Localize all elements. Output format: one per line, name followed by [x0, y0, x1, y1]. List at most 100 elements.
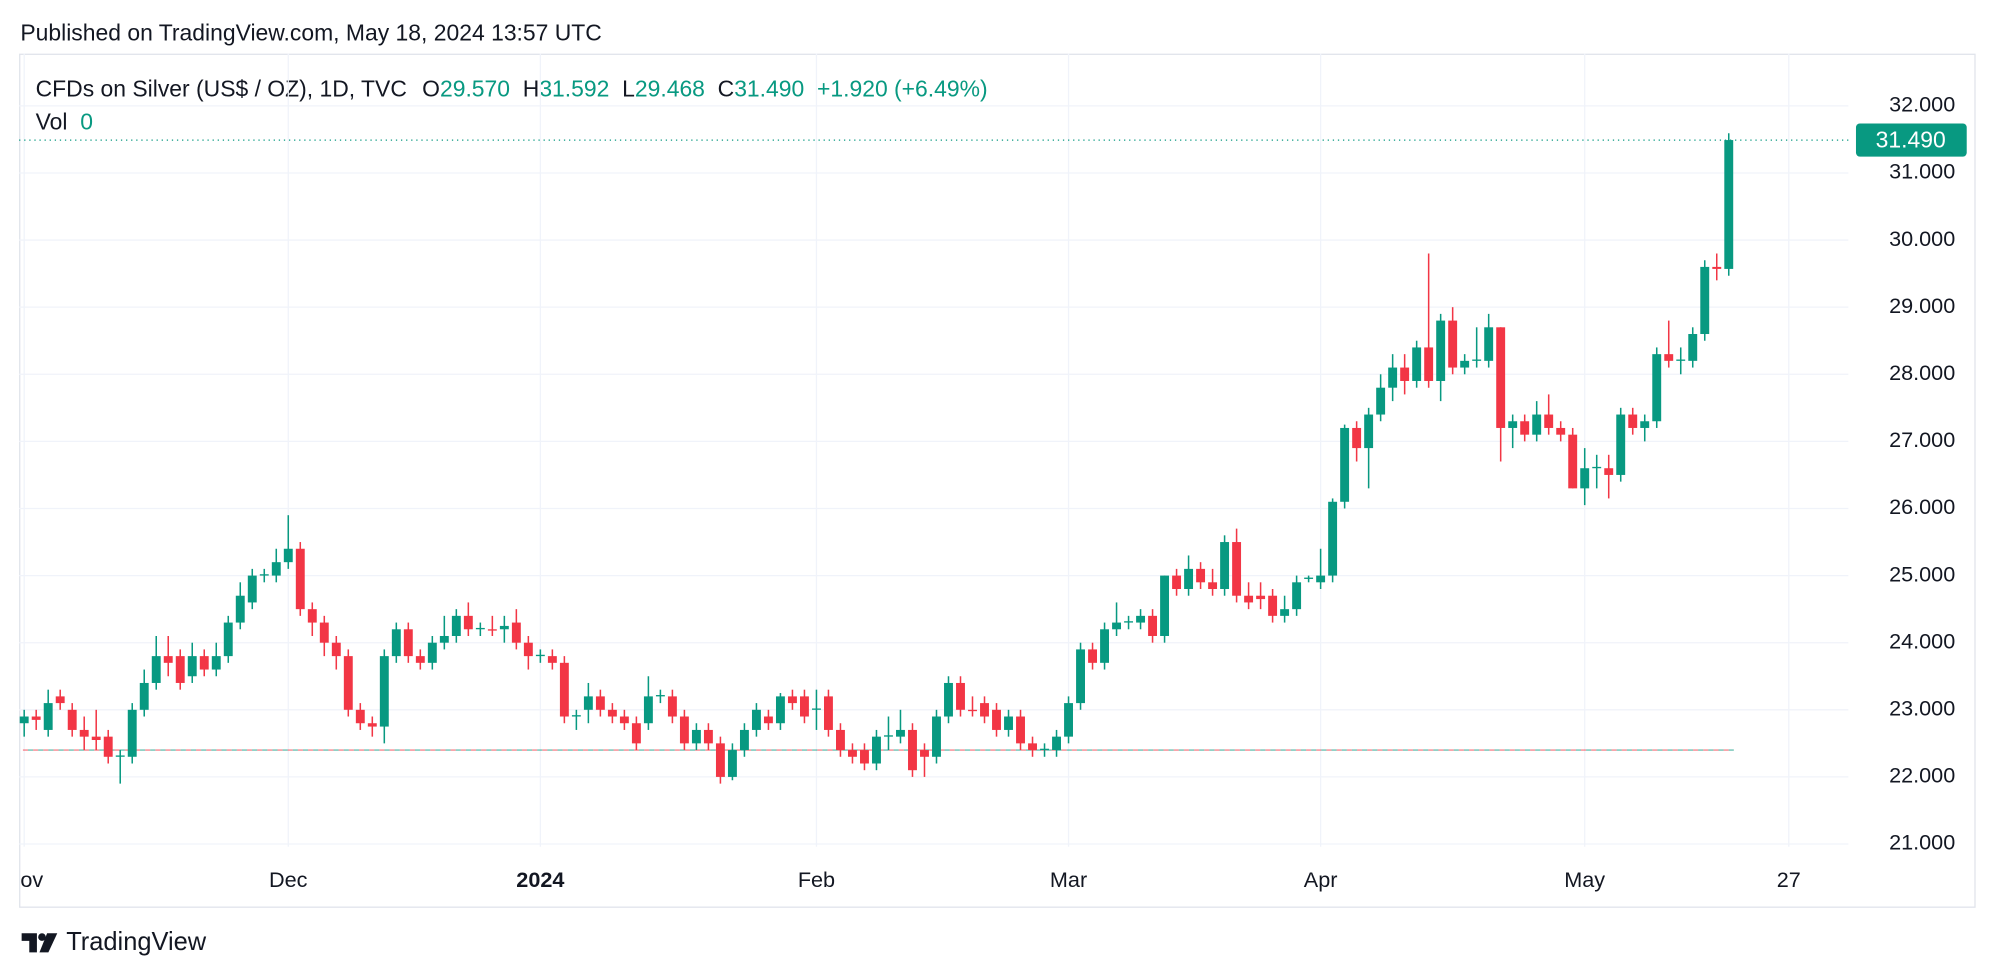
volume-value: 0 [80, 109, 93, 135]
candle-body [667, 696, 677, 717]
x-tick-label: Dec [269, 867, 308, 892]
candle-body [1460, 360, 1470, 368]
candle-body [920, 750, 929, 757]
candle-body [739, 729, 749, 751]
candle-body [1592, 466, 1602, 469]
candle-body [343, 656, 353, 710]
candle-body [980, 703, 989, 717]
candle-body [1352, 427, 1362, 449]
low-label: L [622, 76, 635, 102]
y-tick-label: 26.000 [1889, 494, 1955, 519]
y-tick-label: 24.000 [1889, 628, 1955, 653]
candle-body [211, 656, 221, 670]
y-tick-label: 31.000 [1889, 159, 1955, 184]
candle-body [1232, 542, 1242, 596]
candle-body [1724, 140, 1734, 269]
candle-body [823, 696, 833, 730]
open-label: O [422, 76, 440, 102]
published-note: Published on TradingView.com, May 18, 20… [20, 20, 601, 46]
candle-body [1220, 542, 1230, 590]
candle-body [139, 682, 149, 710]
candle-body [331, 642, 341, 657]
candle-body [691, 729, 701, 744]
candle-body [163, 656, 173, 663]
candle-body [283, 548, 293, 563]
candle-body [932, 716, 941, 757]
candle-body [223, 622, 233, 657]
candle-body [463, 615, 473, 630]
candle-body [583, 696, 593, 710]
candle-body [235, 595, 245, 623]
candle-body [679, 716, 689, 744]
candle-body [79, 729, 89, 737]
candle-body [1424, 347, 1434, 381]
candle-body [1340, 427, 1350, 502]
candle-body [259, 574, 269, 576]
y-tick-label: 23.000 [1889, 696, 1955, 721]
candle-body [1040, 748, 1049, 751]
y-tick-label: 28.000 [1889, 360, 1955, 385]
candle-body [956, 682, 965, 710]
last-price-label: 31.490 [1876, 126, 1946, 152]
candle-body [1172, 575, 1182, 590]
candle-body [1088, 649, 1097, 663]
candle-body [1712, 266, 1722, 269]
candle-body [511, 622, 521, 643]
candle-body [811, 708, 821, 710]
candle-body [848, 750, 857, 757]
candle-body [199, 656, 209, 670]
y-tick-label: 21.000 [1889, 830, 1955, 855]
candle-body [319, 622, 329, 643]
candle-body [103, 736, 113, 757]
candle-body [439, 635, 449, 643]
candle-body [1580, 468, 1590, 489]
candle-body [1244, 595, 1254, 603]
candle-body [968, 709, 977, 712]
candle-body [1496, 327, 1506, 428]
candle-body [1292, 582, 1302, 610]
candle-body [1544, 414, 1554, 428]
candle-body [1388, 367, 1398, 388]
x-tick-label: May [1564, 867, 1605, 892]
candle-body [607, 709, 617, 717]
candle-body [1436, 320, 1446, 381]
y-tick-label: 30.000 [1889, 226, 1955, 251]
x-tick-label: ov [20, 867, 43, 892]
candle-body [1328, 501, 1338, 576]
candle-body [751, 709, 761, 730]
candle-body [1256, 595, 1266, 600]
candle-body [715, 743, 725, 777]
candle-body [559, 662, 569, 717]
x-tick-label: 27 [1777, 867, 1801, 892]
candle-body [1640, 421, 1650, 428]
x-tick-label: 2024 [516, 867, 564, 892]
candle-body [1160, 575, 1170, 636]
brand-name: TradingView [66, 928, 207, 956]
candle-body [187, 656, 197, 677]
candle-body [247, 575, 257, 603]
candle-body [1412, 347, 1422, 381]
logo-mark [39, 933, 58, 953]
candle-body [1196, 568, 1206, 583]
candle-body [1208, 582, 1218, 590]
high-label: H [523, 76, 540, 102]
x-tick-label: Mar [1050, 867, 1087, 892]
candle-body [1124, 621, 1134, 623]
volume-label: Vol [36, 109, 68, 135]
candle-body [1064, 703, 1073, 737]
logo-mark [38, 933, 46, 941]
logo-mark [21, 933, 37, 953]
candle-body [1184, 568, 1194, 590]
candle-body [67, 709, 77, 730]
candle-body [1688, 334, 1698, 361]
brand-logo: TradingView [21, 928, 207, 956]
x-tick-label: Feb [798, 867, 835, 892]
candle-body [836, 729, 845, 751]
y-tick-label: 27.000 [1889, 427, 1955, 452]
close-label: C [718, 76, 735, 102]
candle-body [1508, 421, 1518, 428]
y-tick-label: 22.000 [1889, 763, 1955, 788]
candle-body [1016, 716, 1025, 744]
y-tick-label: 29.000 [1889, 293, 1955, 318]
